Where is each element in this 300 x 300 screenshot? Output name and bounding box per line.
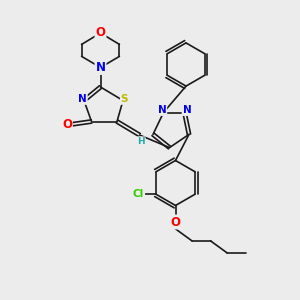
- Text: O: O: [95, 26, 106, 40]
- Text: H: H: [137, 137, 145, 146]
- Text: N: N: [95, 61, 106, 74]
- Text: N: N: [78, 94, 87, 104]
- Text: N: N: [158, 105, 166, 115]
- Text: S: S: [121, 94, 128, 104]
- Text: O: O: [170, 215, 181, 229]
- Text: Cl: Cl: [133, 189, 144, 199]
- Text: N: N: [182, 105, 191, 115]
- Text: O: O: [62, 118, 72, 131]
